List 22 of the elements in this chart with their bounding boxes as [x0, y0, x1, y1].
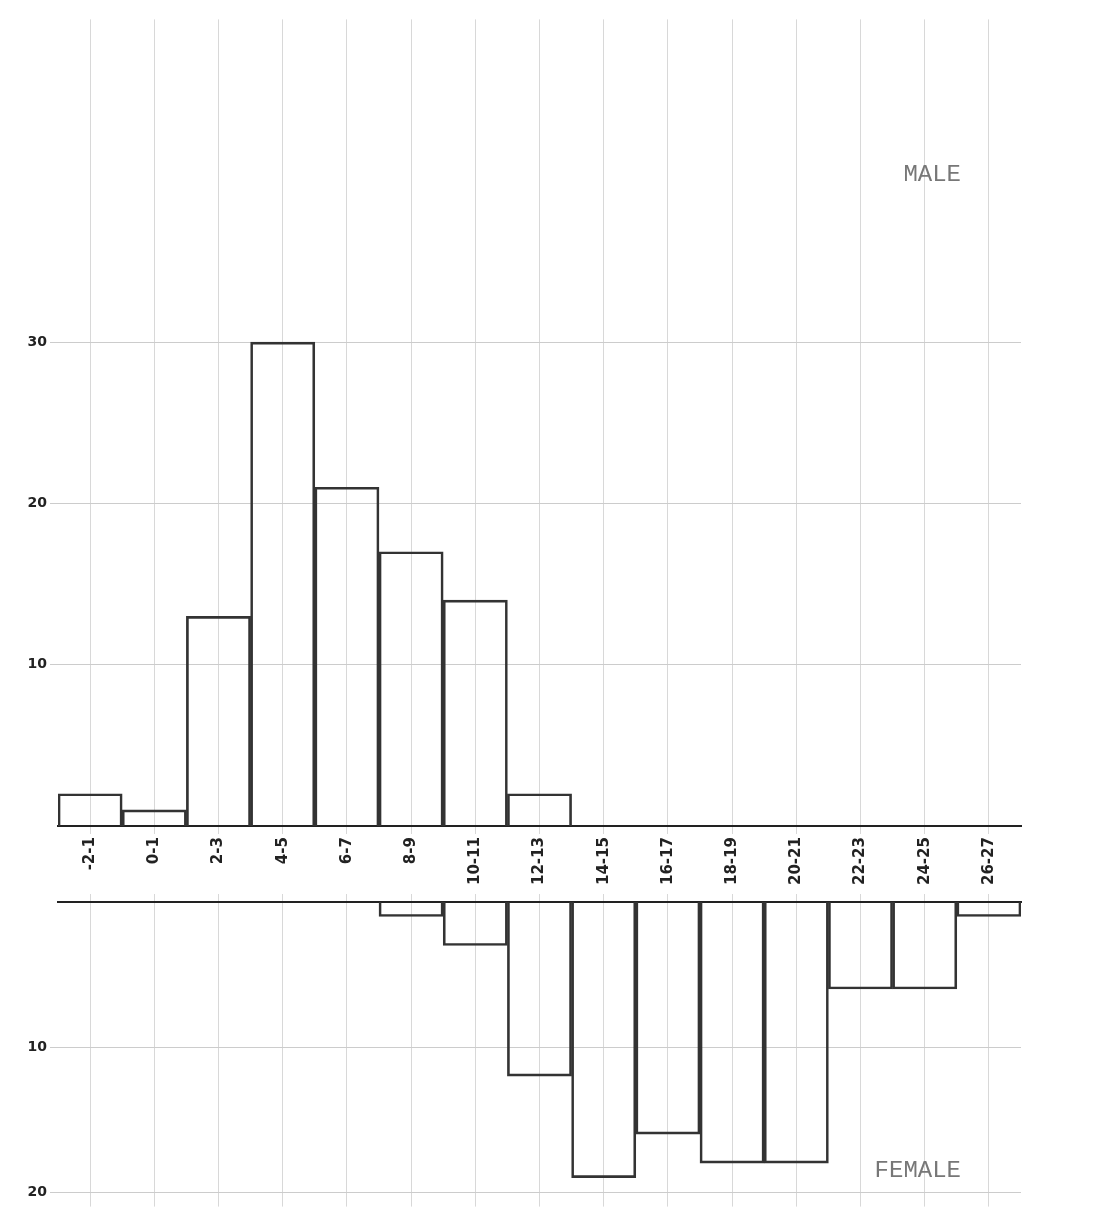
x-tick-label: 2-3: [208, 837, 227, 865]
x-tick-label: 16-17: [657, 837, 676, 886]
x-tick-label: 26-27: [978, 837, 997, 886]
y-tick-label: 20: [27, 494, 48, 511]
x-tick-label: 20-21: [786, 837, 805, 886]
y-tick-label: 30: [27, 332, 48, 349]
y-tick-label: 20: [27, 1182, 48, 1199]
x-tick-label: 14-15: [593, 837, 612, 886]
x-tick-label: 10-11: [465, 837, 484, 886]
y-tick-label: 10: [27, 1037, 48, 1054]
x-tick-label: -2-1: [79, 837, 98, 871]
annotation: MALE: [903, 160, 961, 188]
x-tick-label: 12-13: [529, 837, 548, 886]
annotation: FEMALE: [874, 1156, 961, 1184]
x-tick-label: 8-9: [400, 837, 419, 865]
x-tick-label: 24-25: [914, 837, 933, 886]
y-tick-label: 10: [27, 655, 48, 672]
x-tick-label: 6-7: [336, 837, 355, 865]
x-tick-label: 4-5: [272, 837, 291, 865]
x-tick-label: 18-19: [721, 837, 740, 886]
x-tick-label: 0-1: [144, 837, 163, 865]
x-tick-label: 22-23: [850, 837, 869, 886]
